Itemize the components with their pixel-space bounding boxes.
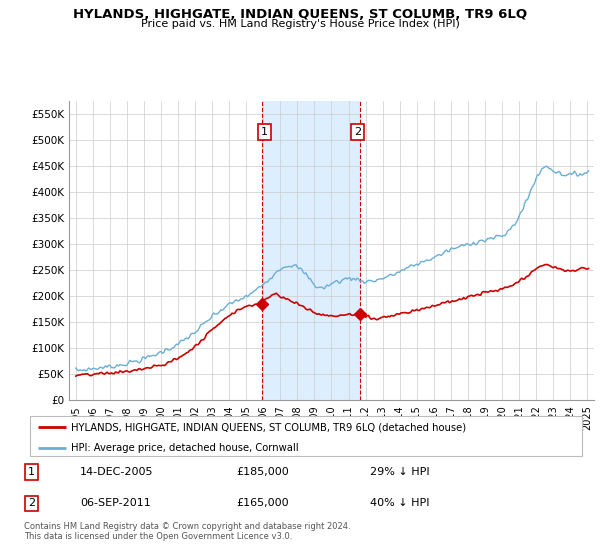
Text: £165,000: £165,000 [236, 498, 289, 508]
Text: 2: 2 [28, 498, 35, 508]
FancyBboxPatch shape [30, 416, 582, 456]
Text: 40% ↓ HPI: 40% ↓ HPI [370, 498, 430, 508]
Text: 2: 2 [354, 127, 361, 137]
Text: HPI: Average price, detached house, Cornwall: HPI: Average price, detached house, Corn… [71, 442, 299, 452]
Text: 14-DEC-2005: 14-DEC-2005 [80, 467, 154, 477]
Text: £185,000: £185,000 [236, 467, 289, 477]
Text: 29% ↓ HPI: 29% ↓ HPI [370, 467, 430, 477]
Text: Price paid vs. HM Land Registry's House Price Index (HPI): Price paid vs. HM Land Registry's House … [140, 19, 460, 29]
Text: HYLANDS, HIGHGATE, INDIAN QUEENS, ST COLUMB, TR9 6LQ (detached house): HYLANDS, HIGHGATE, INDIAN QUEENS, ST COL… [71, 422, 467, 432]
Text: HYLANDS, HIGHGATE, INDIAN QUEENS, ST COLUMB, TR9 6LQ: HYLANDS, HIGHGATE, INDIAN QUEENS, ST COL… [73, 8, 527, 21]
Text: Contains HM Land Registry data © Crown copyright and database right 2024.
This d: Contains HM Land Registry data © Crown c… [24, 522, 350, 542]
Text: 1: 1 [28, 467, 35, 477]
Bar [262, 101, 360, 400]
Text: 1: 1 [261, 127, 268, 137]
Text: 06-SEP-2011: 06-SEP-2011 [80, 498, 151, 508]
